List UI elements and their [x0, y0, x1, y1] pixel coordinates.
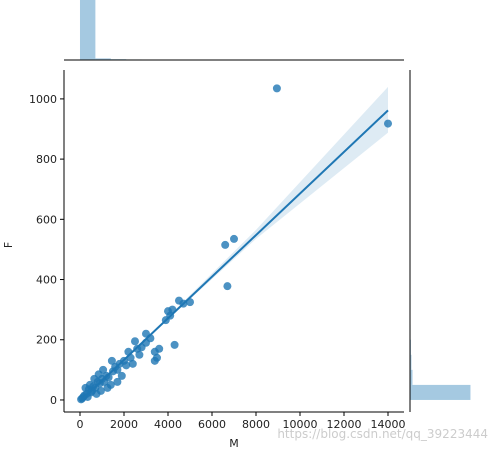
watermark: https://blog.csdn.net/qq_39223444: [277, 427, 488, 441]
y-axis-label: F: [2, 242, 15, 248]
x-tick-label: 4000: [154, 418, 182, 431]
point: [384, 120, 392, 128]
y-tick-label: 1000: [29, 93, 57, 106]
y-tick-label: 0: [50, 394, 57, 407]
point: [108, 357, 116, 365]
point: [122, 361, 130, 369]
x-tick-label: 8000: [242, 418, 270, 431]
point: [113, 378, 121, 386]
x-tick-label: 0: [76, 418, 83, 431]
y-tick-label: 800: [36, 153, 57, 166]
point: [131, 337, 139, 345]
point: [99, 366, 107, 374]
x-axis-label: M: [229, 437, 239, 450]
y-tick-label: 600: [36, 213, 57, 226]
point: [129, 360, 137, 368]
point: [230, 235, 238, 243]
histogram-bar: [80, 0, 95, 60]
y-tick-label: 200: [36, 334, 57, 347]
point: [273, 84, 281, 92]
x-tick-label: 6000: [198, 418, 226, 431]
point: [171, 341, 179, 349]
point: [153, 354, 161, 362]
point: [221, 241, 229, 249]
regression-line: [80, 110, 388, 401]
point: [103, 384, 111, 392]
point: [155, 345, 163, 353]
histogram-bar: [410, 385, 470, 400]
x-tick-label: 2000: [110, 418, 138, 431]
y-tick-label: 400: [36, 274, 57, 287]
point: [223, 282, 231, 290]
